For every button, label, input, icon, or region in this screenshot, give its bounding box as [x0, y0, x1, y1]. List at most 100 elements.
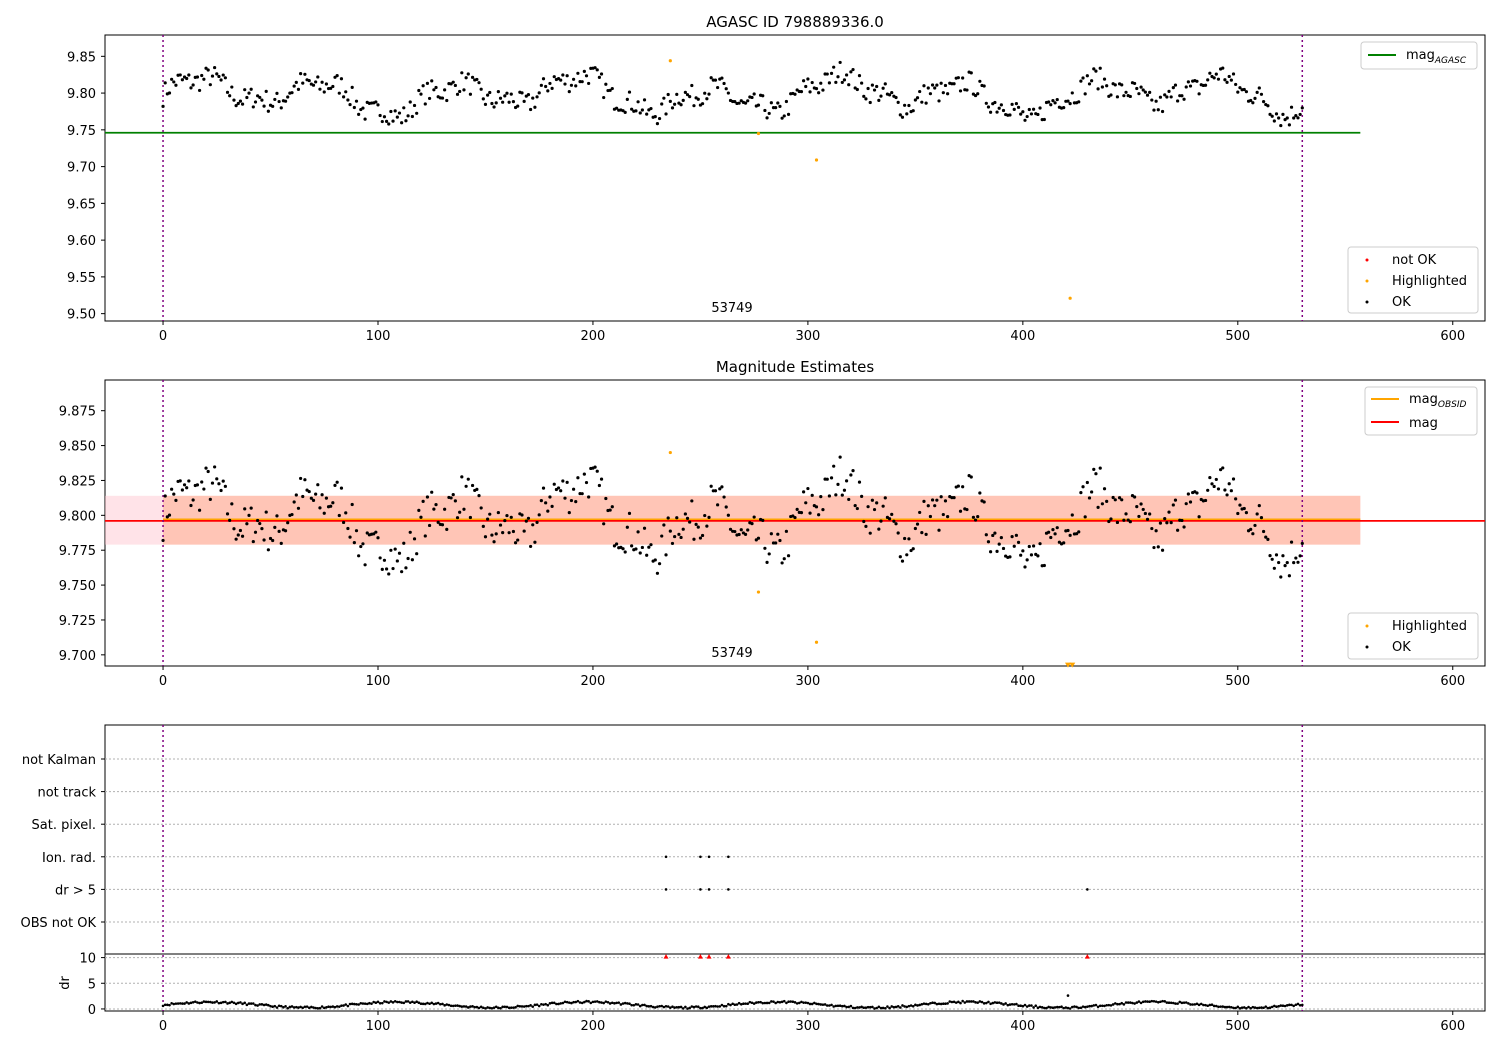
dr-point [1193, 1003, 1197, 1006]
ok-point [526, 93, 531, 97]
ok-point [187, 479, 191, 483]
ok-point [1001, 546, 1006, 551]
ok-point [271, 104, 275, 108]
ok-point [660, 102, 664, 106]
ok-point [402, 541, 406, 545]
ok-point [170, 487, 174, 491]
dr-point [886, 1005, 889, 1008]
dr-point [881, 1006, 885, 1010]
ok-point [842, 78, 847, 82]
dr-point [800, 1000, 803, 1004]
dr-point [1146, 1000, 1149, 1003]
ok-point [707, 92, 711, 96]
flag-point [707, 855, 711, 859]
ok-point [1055, 97, 1059, 102]
ok-point [247, 91, 251, 95]
ok-point [170, 77, 174, 81]
dr-point [1015, 1002, 1018, 1006]
ok-point [421, 499, 425, 503]
ok-point [1036, 112, 1040, 117]
dr-point [1006, 1003, 1010, 1007]
dr-point [525, 1004, 528, 1008]
ok-point [240, 102, 245, 106]
dr-point [1178, 1000, 1182, 1004]
ok-point [653, 558, 657, 562]
dr-point [965, 1000, 969, 1003]
dr-point [215, 1000, 219, 1003]
dr-point [1073, 1005, 1076, 1008]
dr-point [785, 1001, 788, 1005]
ok-point [202, 77, 206, 81]
ok-point [907, 103, 911, 108]
ok-point [707, 515, 711, 519]
ok-point [935, 498, 939, 502]
ok-point [301, 494, 305, 499]
ok-point [634, 547, 638, 551]
ok-point [569, 83, 574, 87]
ok-point [466, 477, 470, 481]
dr-point [907, 1004, 911, 1008]
dr-point [744, 1002, 747, 1005]
ok-point [1261, 99, 1266, 104]
legend-highlighted-label: Highlighted [1392, 274, 1467, 289]
dr-point [993, 1001, 997, 1004]
dr-point [1260, 1006, 1263, 1009]
dr-point [277, 1004, 281, 1008]
ok-point [750, 522, 754, 526]
ok-point [696, 97, 700, 101]
ok-point [965, 507, 969, 512]
ok-point [275, 91, 279, 95]
ok-point [470, 483, 475, 488]
dr-point [529, 1004, 532, 1007]
ok-point [896, 100, 900, 104]
dr-point [542, 1003, 545, 1006]
ok-point [1068, 533, 1072, 537]
ok-point [767, 111, 771, 116]
dr-outlier-point [1066, 994, 1070, 997]
dr-point [230, 1000, 234, 1004]
dr-point [269, 1004, 272, 1008]
ok-point [933, 504, 937, 508]
ok-point [838, 455, 842, 459]
ok-point [1081, 76, 1085, 80]
ok-point [679, 103, 683, 107]
dr-point [555, 1002, 558, 1006]
ok-point [881, 86, 885, 90]
ok-point [827, 494, 831, 498]
p1-xtick-label: 200 [581, 329, 606, 344]
ok-point [415, 552, 419, 556]
ok-point [567, 511, 571, 515]
dr-point [748, 1000, 752, 1004]
ok-point [268, 536, 273, 541]
ok-point [879, 519, 883, 523]
dr-point [359, 1001, 363, 1005]
ok-point [971, 515, 976, 519]
dr-point [791, 1000, 795, 1003]
dr-point [761, 1001, 765, 1005]
ok-point [410, 114, 414, 119]
dr-point [712, 1005, 715, 1008]
dr-point [301, 1006, 305, 1010]
ok-point [535, 520, 539, 525]
dr-point [262, 1003, 266, 1007]
ok-point [1289, 540, 1294, 544]
dr-point [185, 1001, 188, 1004]
ok-point [1081, 485, 1085, 489]
ok-point [737, 101, 741, 105]
dr-point [200, 1001, 204, 1005]
ok-point [161, 104, 165, 108]
dr-point [219, 1001, 223, 1005]
legend-ok-label: OK [1392, 295, 1411, 310]
ok-point [440, 96, 445, 100]
ok-point [210, 74, 215, 78]
ok-point [733, 529, 737, 534]
dr-point [875, 1006, 878, 1010]
dr-point [393, 999, 397, 1003]
ok-point [344, 511, 348, 515]
ok-point [784, 99, 789, 104]
ok-point [681, 527, 685, 531]
ok-point [576, 71, 580, 75]
dr-point [1060, 1005, 1063, 1009]
ok-point [279, 541, 283, 545]
dr-point [404, 1000, 408, 1003]
